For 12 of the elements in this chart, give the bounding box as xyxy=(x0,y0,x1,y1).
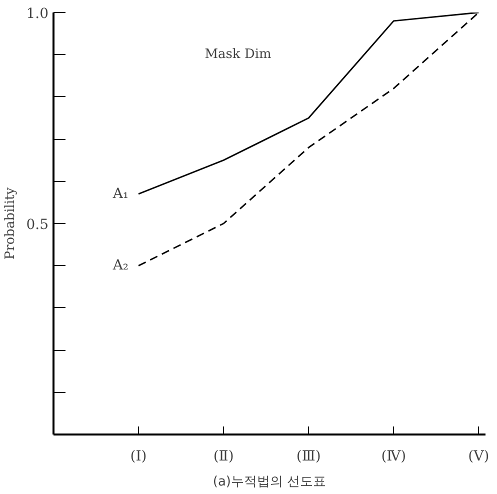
x-tick-label: (Ⅰ) xyxy=(130,448,147,464)
x-tick-label: (Ⅳ) xyxy=(381,448,406,464)
x-tick-label: (Ⅲ) xyxy=(296,448,321,464)
text: (a)누적법의 선도표 xyxy=(212,474,326,490)
series-label: A₂ xyxy=(112,258,129,274)
y-tick-label: 1.0 xyxy=(26,6,48,22)
y-axis-title: Probability xyxy=(3,186,18,260)
x-tick-label: (Ⅴ) xyxy=(468,448,490,464)
series-label: A₁ xyxy=(112,186,129,202)
y-tick-label: 0.5 xyxy=(26,217,48,233)
x-tick-label: (Ⅱ) xyxy=(213,448,234,464)
annotation: Mask Dim xyxy=(204,47,272,62)
